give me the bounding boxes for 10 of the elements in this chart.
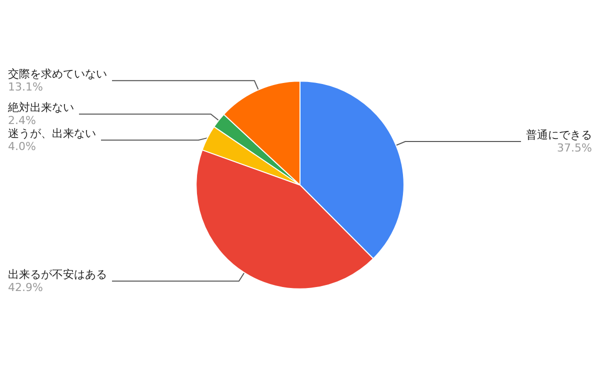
data-label: 37.5% — [557, 142, 592, 155]
slice-label: 普通にできる — [526, 128, 592, 142]
data-label: 2.4% — [8, 114, 36, 128]
slice-label: 絶対出来ない — [7, 101, 74, 114]
slice-label: 迷うが、出来ない — [8, 127, 96, 140]
data-label: 13.1% — [8, 80, 43, 94]
slice-label: 出来るが不安はある — [8, 268, 107, 282]
data-label: 4.0% — [8, 140, 36, 154]
data-label: 42.9% — [8, 281, 43, 294]
slice-label: 交際を求めていない — [8, 68, 107, 81]
